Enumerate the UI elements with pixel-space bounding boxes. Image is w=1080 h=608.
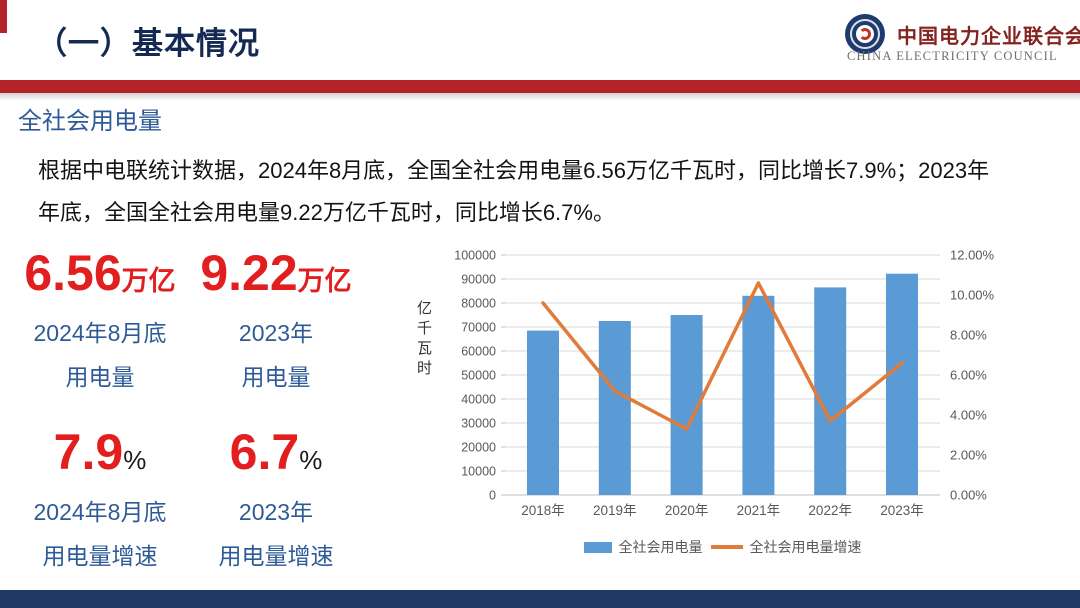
stat-card-2024-growth: 7.9% 2024年8月底 用电量增速 <box>12 422 188 578</box>
stat-label-period: 2024年8月底 <box>33 499 167 525</box>
svg-text:10.00%: 10.00% <box>950 288 995 303</box>
stat-value: 9.22万亿 <box>200 245 352 301</box>
svg-text:60000: 60000 <box>461 345 496 359</box>
paragraph-line-1: 根据中电联统计数据，2024年8月底，全国全社会用电量6.56万亿千瓦时，同比增… <box>38 158 990 183</box>
svg-text:50000: 50000 <box>461 369 496 383</box>
footer-bar <box>0 590 1080 608</box>
svg-text:40000: 40000 <box>461 393 496 407</box>
svg-text:20000: 20000 <box>461 441 496 455</box>
stat-label-metric: 用电量 <box>65 364 135 390</box>
svg-text:80000: 80000 <box>461 297 496 311</box>
svg-text:30000: 30000 <box>461 417 496 431</box>
svg-text:70000: 70000 <box>461 321 496 335</box>
svg-text:2020年: 2020年 <box>665 503 709 518</box>
svg-text:2021年: 2021年 <box>737 503 781 518</box>
stat-card-2023-growth: 6.7% 2023年 用电量增速 <box>190 422 362 578</box>
stat-unit: 万亿 <box>297 266 352 296</box>
svg-text:2023年: 2023年 <box>880 503 924 518</box>
section-title: 全社会用电量 <box>18 108 162 135</box>
stat-card-2024-consumption: 6.56万亿 2024年8月底 用电量 <box>12 243 188 399</box>
legend-label: 全社会用电量 <box>618 539 703 555</box>
stat-unit: % <box>123 445 147 475</box>
stat-value: 6.56万亿 <box>24 245 176 301</box>
stat-label-period: 2023年 <box>238 320 314 346</box>
svg-text:4.00%: 4.00% <box>950 408 987 423</box>
org-name-cn: 中国电力企业联合会 <box>897 26 1080 48</box>
stat-value: 7.9% <box>53 424 147 480</box>
stat-card-2023-consumption: 9.22万亿 2023年 用电量 <box>190 243 362 399</box>
svg-text:8.00%: 8.00% <box>950 328 987 343</box>
svg-text:100000: 100000 <box>454 249 496 263</box>
svg-text:2019年: 2019年 <box>593 503 637 518</box>
stat-label-metric: 用电量 <box>241 364 311 390</box>
svg-text:2022年: 2022年 <box>808 503 852 518</box>
body-paragraph: 根据中电联统计数据，2024年8月底，全国全社会用电量6.56万亿千瓦时，同比增… <box>38 150 989 234</box>
stat-unit: 万亿 <box>121 266 176 296</box>
legend-item-line: 全社会用电量增速 <box>710 537 862 557</box>
y-axis-title: 亿千瓦时 <box>415 300 432 380</box>
corner-accent-strip <box>0 0 7 33</box>
red-divider-bar <box>0 80 1080 93</box>
cec-logo-swirl <box>859 28 871 40</box>
svg-text:90000: 90000 <box>461 273 496 287</box>
stat-label-metric: 用电量增速 <box>218 543 334 569</box>
chart-legend: 全社会用电量 全社会用电量增速 <box>505 537 940 557</box>
cec-logo-block: 中国电力企业联合会 CHINA ELECTRICITY COUNCIL <box>845 13 1080 71</box>
paragraph-line-2: 年底，全国全社会用电量9.22万亿千瓦时，同比增长6.7%。 <box>38 200 615 225</box>
page-title: （一）基本情况 <box>36 26 260 61</box>
org-name-en: CHINA ELECTRICITY COUNCIL <box>847 49 1058 63</box>
stat-value: 6.7% <box>229 424 323 480</box>
chart-canvas: 0 10000 20000 30000 40000 50000 60000 70000 8000… <box>454 248 995 519</box>
svg-text:10000: 10000 <box>461 465 496 479</box>
svg-text:2018年: 2018年 <box>521 503 565 518</box>
stat-label-period: 2024年8月底 <box>33 320 167 346</box>
svg-text:0.00%: 0.00% <box>950 488 987 503</box>
stat-label-metric: 用电量增速 <box>42 543 158 569</box>
cec-logo-icon <box>845 14 885 54</box>
cec-logo-ring <box>850 19 880 49</box>
svg-text:0: 0 <box>489 489 496 503</box>
legend-item-bar: 全社会用电量 <box>583 537 703 557</box>
svg-text:6.00%: 6.00% <box>950 368 987 383</box>
divider-shadow <box>0 93 1080 101</box>
stat-label-period: 2023年 <box>238 499 314 525</box>
stat-unit: % <box>299 445 323 475</box>
bar-series-swatch-icon <box>583 541 612 553</box>
svg-text:12.00%: 12.00% <box>950 248 995 263</box>
combo-chart: 亿千瓦时 0 10000 20000 30000 40000 50000 60000 7000… <box>400 240 1070 575</box>
svg-text:2.00%: 2.00% <box>950 448 987 463</box>
legend-label: 全社会用电量增速 <box>749 539 862 555</box>
line-series-swatch-icon <box>710 545 743 549</box>
